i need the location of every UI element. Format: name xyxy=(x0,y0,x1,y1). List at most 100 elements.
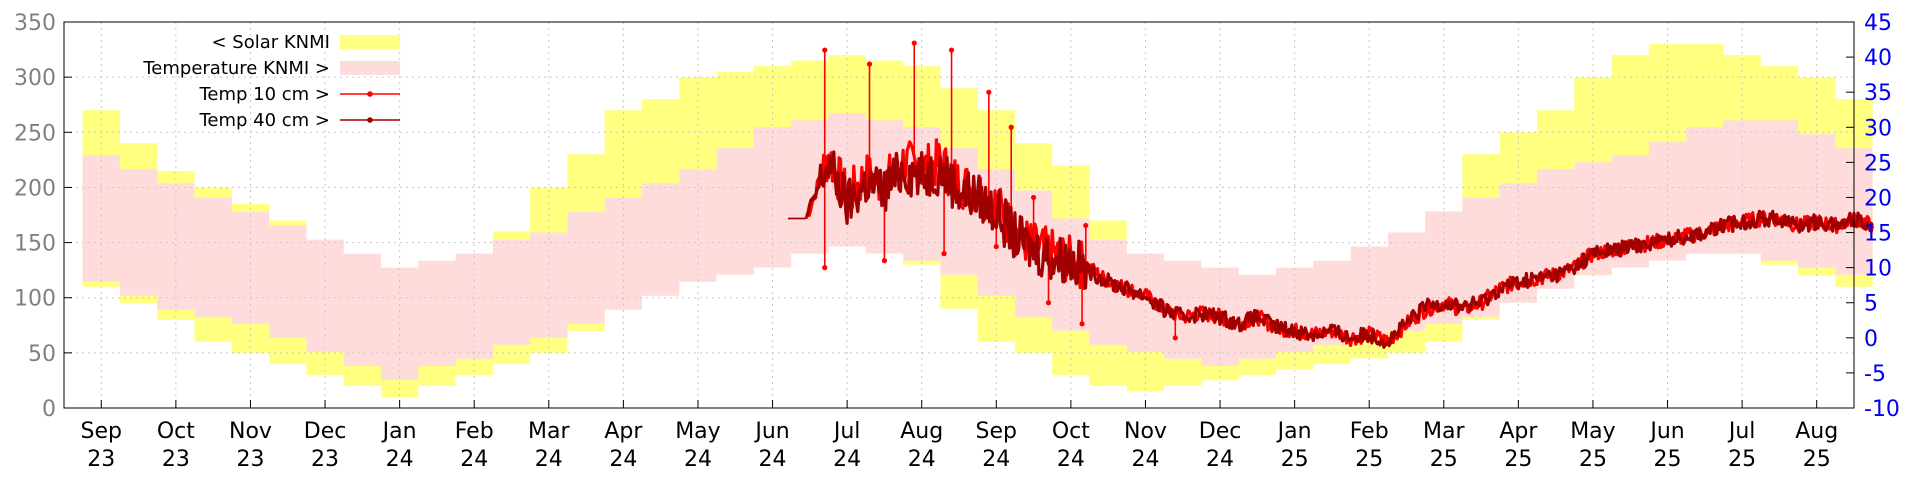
tick-label-year: 23 xyxy=(311,447,339,472)
tick-label-month: Jun xyxy=(1648,419,1684,444)
tick-label-month: Aug xyxy=(900,419,943,444)
legend-entry: Temp 10 cm > xyxy=(198,84,400,105)
plot-frame xyxy=(63,21,1855,409)
tick-label-month: Apr xyxy=(1499,419,1538,444)
tick-label-month: Mar xyxy=(1423,419,1465,444)
legend-marker xyxy=(367,91,373,97)
tick-label-month: Jan xyxy=(381,419,417,444)
tick-label-right: 30 xyxy=(1864,116,1892,141)
point-temp-10cm xyxy=(866,61,873,67)
tick-label-month: Sep xyxy=(976,419,1017,444)
legend-marker xyxy=(367,117,373,123)
tick-label-month: Nov xyxy=(229,419,272,444)
point-temp-10cm xyxy=(948,47,955,53)
point-temp-10cm xyxy=(1079,321,1085,327)
legend-label: Temperature KNMI > xyxy=(142,58,330,79)
tick-label-left: 350 xyxy=(14,11,56,36)
area-bands xyxy=(82,44,1873,397)
tick-label-month: Jul xyxy=(1727,419,1756,444)
tick-label-year: 24 xyxy=(460,447,488,472)
tick-label-left: 0 xyxy=(42,397,56,422)
point-temp-10cm xyxy=(911,40,917,46)
tick-label-month: May xyxy=(1570,419,1615,444)
tick-label-right: 45 xyxy=(1864,11,1892,36)
tick-label-year: 24 xyxy=(1057,447,1085,472)
tick-label-month: Jun xyxy=(753,419,789,444)
tick-label-right: 5 xyxy=(1864,292,1878,317)
tick-label-month: Feb xyxy=(1350,419,1389,444)
tick-label-month: Dec xyxy=(1199,419,1242,444)
legend-entry: Temperature KNMI > xyxy=(142,58,400,79)
legend-swatch xyxy=(340,61,400,75)
tick-label-month: Oct xyxy=(1052,419,1090,444)
tick-label-left: 50 xyxy=(28,342,56,367)
point-temp-10cm xyxy=(822,47,828,53)
legend-label: Temp 40 cm > xyxy=(198,110,330,131)
tick-label-left: 100 xyxy=(14,287,56,312)
tick-label-year: 25 xyxy=(1579,447,1607,472)
tick-label-right: 15 xyxy=(1864,222,1892,247)
tick-label-left: 250 xyxy=(14,121,56,146)
tick-label-year: 24 xyxy=(1131,447,1159,472)
axes: 0 50 100 150 200 250 300 350 -10 -5 0 5 10 15 20 25 30 35… xyxy=(14,11,1900,472)
point-temp-10cm xyxy=(993,243,999,250)
point-temp-10cm xyxy=(986,89,992,95)
band-temperature-knmi xyxy=(82,113,1873,380)
tick-label-year: 25 xyxy=(1355,447,1383,472)
tick-label-month: Jan xyxy=(1276,419,1312,444)
tick-label-year: 25 xyxy=(1504,447,1532,472)
tick-label-right: 25 xyxy=(1864,151,1892,176)
tick-label-year: 24 xyxy=(535,447,563,472)
tick-label-year: 25 xyxy=(1803,447,1831,472)
tick-label-month: Jul xyxy=(832,419,861,444)
legend-entry: < Solar KNMI xyxy=(211,32,400,53)
point-temp-10cm xyxy=(1030,194,1037,201)
legend-label: Temp 10 cm > xyxy=(198,84,330,105)
series-temp-40cm xyxy=(788,150,1874,349)
tick-label-month: Sep xyxy=(81,419,122,444)
tick-label-right: 40 xyxy=(1864,46,1892,71)
point-temp-10cm xyxy=(1045,300,1052,306)
tick-label-year: 24 xyxy=(833,447,861,472)
tick-label-month: Feb xyxy=(455,419,494,444)
point-temp-10cm xyxy=(1083,222,1089,229)
point-temp-10cm xyxy=(881,258,888,264)
tick-label-year: 23 xyxy=(162,447,190,472)
tick-label-month: Aug xyxy=(1795,419,1838,444)
tick-label-year: 24 xyxy=(684,447,712,472)
tick-label-month: Mar xyxy=(528,419,570,444)
tick-label-year: 24 xyxy=(759,447,787,472)
tick-label-year: 24 xyxy=(908,447,936,472)
point-temp-10cm xyxy=(941,251,947,257)
tick-label-year: 25 xyxy=(1654,447,1682,472)
tick-label-year: 23 xyxy=(236,447,264,472)
tick-label-year: 24 xyxy=(609,447,637,472)
tick-label-year: 25 xyxy=(1281,447,1309,472)
legend-swatch xyxy=(340,35,400,49)
point-temp-10cm xyxy=(1008,124,1014,130)
tick-label-right: 35 xyxy=(1864,81,1892,106)
legend: < Solar KNMI Temperature KNMI > Temp 10 cm… xyxy=(142,32,400,131)
tick-label-left: 200 xyxy=(14,176,56,201)
tick-label-right: 20 xyxy=(1864,186,1892,211)
tick-label-year: 25 xyxy=(1728,447,1756,472)
tick-label-year: 25 xyxy=(1430,447,1458,472)
tick-label-year: 24 xyxy=(1206,447,1234,472)
tick-label-year: 24 xyxy=(386,447,414,472)
tick-label-right: 10 xyxy=(1864,257,1892,282)
tick-label-right: -10 xyxy=(1864,397,1900,422)
point-temp-10cm xyxy=(822,265,828,271)
tick-label-month: Apr xyxy=(604,419,643,444)
series-lines xyxy=(788,40,1875,349)
tick-label-right: 0 xyxy=(1864,327,1878,352)
tick-label-month: Nov xyxy=(1124,419,1167,444)
tick-label-month: Dec xyxy=(304,419,347,444)
legend-label: < Solar KNMI xyxy=(211,32,330,53)
tick-label-year: 23 xyxy=(87,447,115,472)
tick-label-left: 300 xyxy=(14,66,56,91)
point-temp-10cm xyxy=(1172,335,1178,341)
tick-label-right: -5 xyxy=(1864,362,1886,387)
tick-label-month: May xyxy=(675,419,720,444)
tick-label-month: Oct xyxy=(157,419,195,444)
